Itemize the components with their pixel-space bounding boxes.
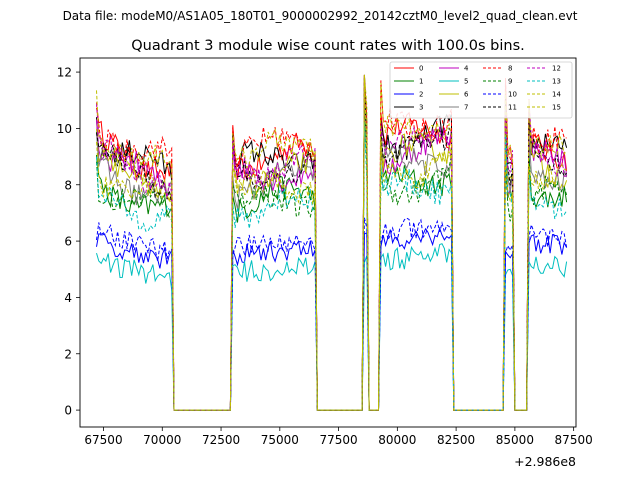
y-tick-label: 0 [64, 404, 72, 418]
legend-box [389, 61, 573, 119]
series-line-14 [96, 74, 567, 411]
legend-label-10: 10 [508, 91, 517, 99]
plot-series [96, 74, 568, 411]
legend-label-7: 7 [464, 104, 468, 112]
series-line-9 [96, 93, 568, 411]
plot-area-frame [79, 57, 577, 428]
series-line-15 [96, 74, 567, 411]
chart-title: Quadrant 3 module wise count rates with … [131, 38, 525, 54]
series-line-6 [96, 80, 568, 411]
y-tick-label: 8 [64, 178, 72, 192]
y-tick-label: 10 [57, 122, 72, 136]
y-tick-label: 6 [64, 235, 72, 249]
x-tick-label: 77500 [319, 433, 357, 447]
x-axis-offset-label: +2.986e8 [514, 454, 576, 469]
legend-label-13: 13 [552, 78, 561, 86]
series-line-3 [96, 74, 568, 411]
legend-label-15: 15 [552, 104, 561, 112]
x-tick-label: 82500 [437, 433, 475, 447]
legend-label-2: 2 [419, 91, 423, 99]
legend-label-14: 14 [552, 91, 561, 99]
x-tick-label: 85000 [496, 433, 534, 447]
data-file-caption: Data file: modeM0/AS1A05_180T01_90000029… [63, 9, 578, 23]
legend-label-11: 11 [508, 104, 517, 112]
series-line-4 [96, 89, 568, 411]
legend-label-9: 9 [508, 78, 512, 86]
legend-label-12: 12 [552, 65, 561, 73]
legend-label-6: 6 [464, 91, 469, 99]
series-line-5 [96, 243, 568, 411]
series-line-0 [96, 74, 568, 411]
x-tick-label: 72500 [202, 433, 240, 447]
x-tick-label: 67500 [84, 433, 122, 447]
y-tick-label: 2 [64, 347, 72, 361]
series-line-8 [96, 74, 567, 411]
series-line-12 [96, 82, 567, 411]
legend-label-8: 8 [508, 65, 512, 73]
legend-label-1: 1 [419, 78, 423, 86]
legend-label-5: 5 [464, 78, 468, 86]
series-line-10 [96, 217, 568, 411]
legend-label-0: 0 [419, 65, 423, 73]
axes: 67500 70000 72500 75000 77500 80000 82500 85000… [57, 66, 593, 447]
legend-label-3: 3 [419, 104, 423, 112]
series-line-11 [96, 78, 567, 411]
x-tick-label: 80000 [378, 433, 416, 447]
x-tick-label: 87500 [555, 433, 593, 447]
y-tick-label: 12 [57, 66, 72, 80]
y-tick-label: 4 [64, 291, 72, 305]
x-tick-label: 70000 [143, 433, 181, 447]
legend-label-4: 4 [464, 65, 469, 73]
x-tick-label: 75000 [261, 433, 299, 447]
